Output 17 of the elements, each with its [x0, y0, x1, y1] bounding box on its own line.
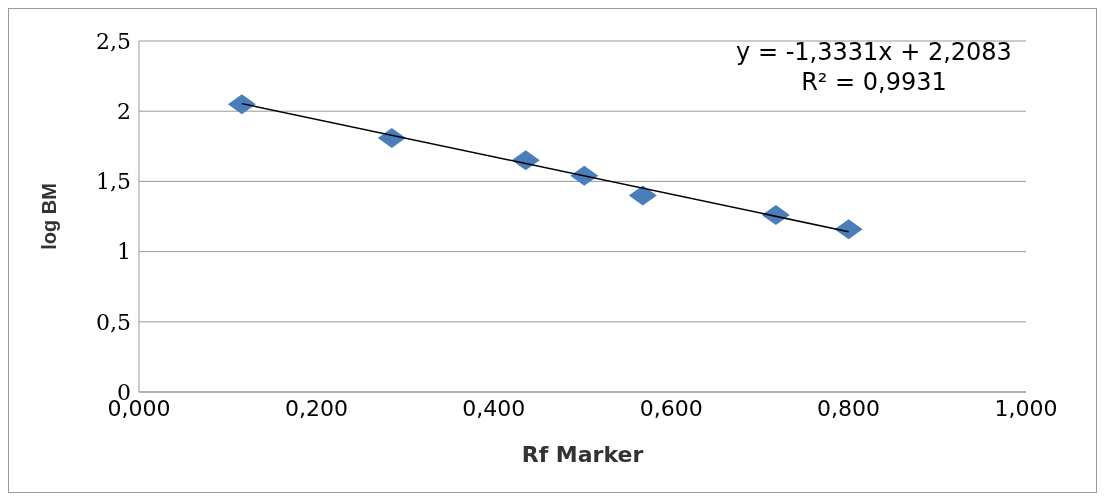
x-tick-label: 0,200 [284, 395, 348, 421]
y-tick-label: 1 [117, 239, 131, 265]
x-tick-label: 0,400 [462, 395, 526, 421]
point [227, 94, 256, 115]
annotation: R² = 0,9931 [800, 67, 948, 97]
x-axis-title: Rf Marker [521, 442, 644, 467]
y-tick-label: 2 [117, 99, 131, 125]
y-tick-label: 1,5 [96, 169, 131, 195]
x-tick-label: 0,800 [817, 395, 881, 421]
y-tick-label: 2,5 [96, 28, 131, 54]
point [834, 219, 863, 240]
y-tick-label: 0,5 [96, 309, 131, 335]
point [628, 185, 657, 206]
y-axis-title: log BM [38, 183, 61, 250]
x-tick-label: 1,000 [994, 395, 1058, 421]
x-tick-label: 0,600 [639, 395, 703, 421]
annotation: y = -1,3331x + 2,2083 [735, 37, 1013, 67]
